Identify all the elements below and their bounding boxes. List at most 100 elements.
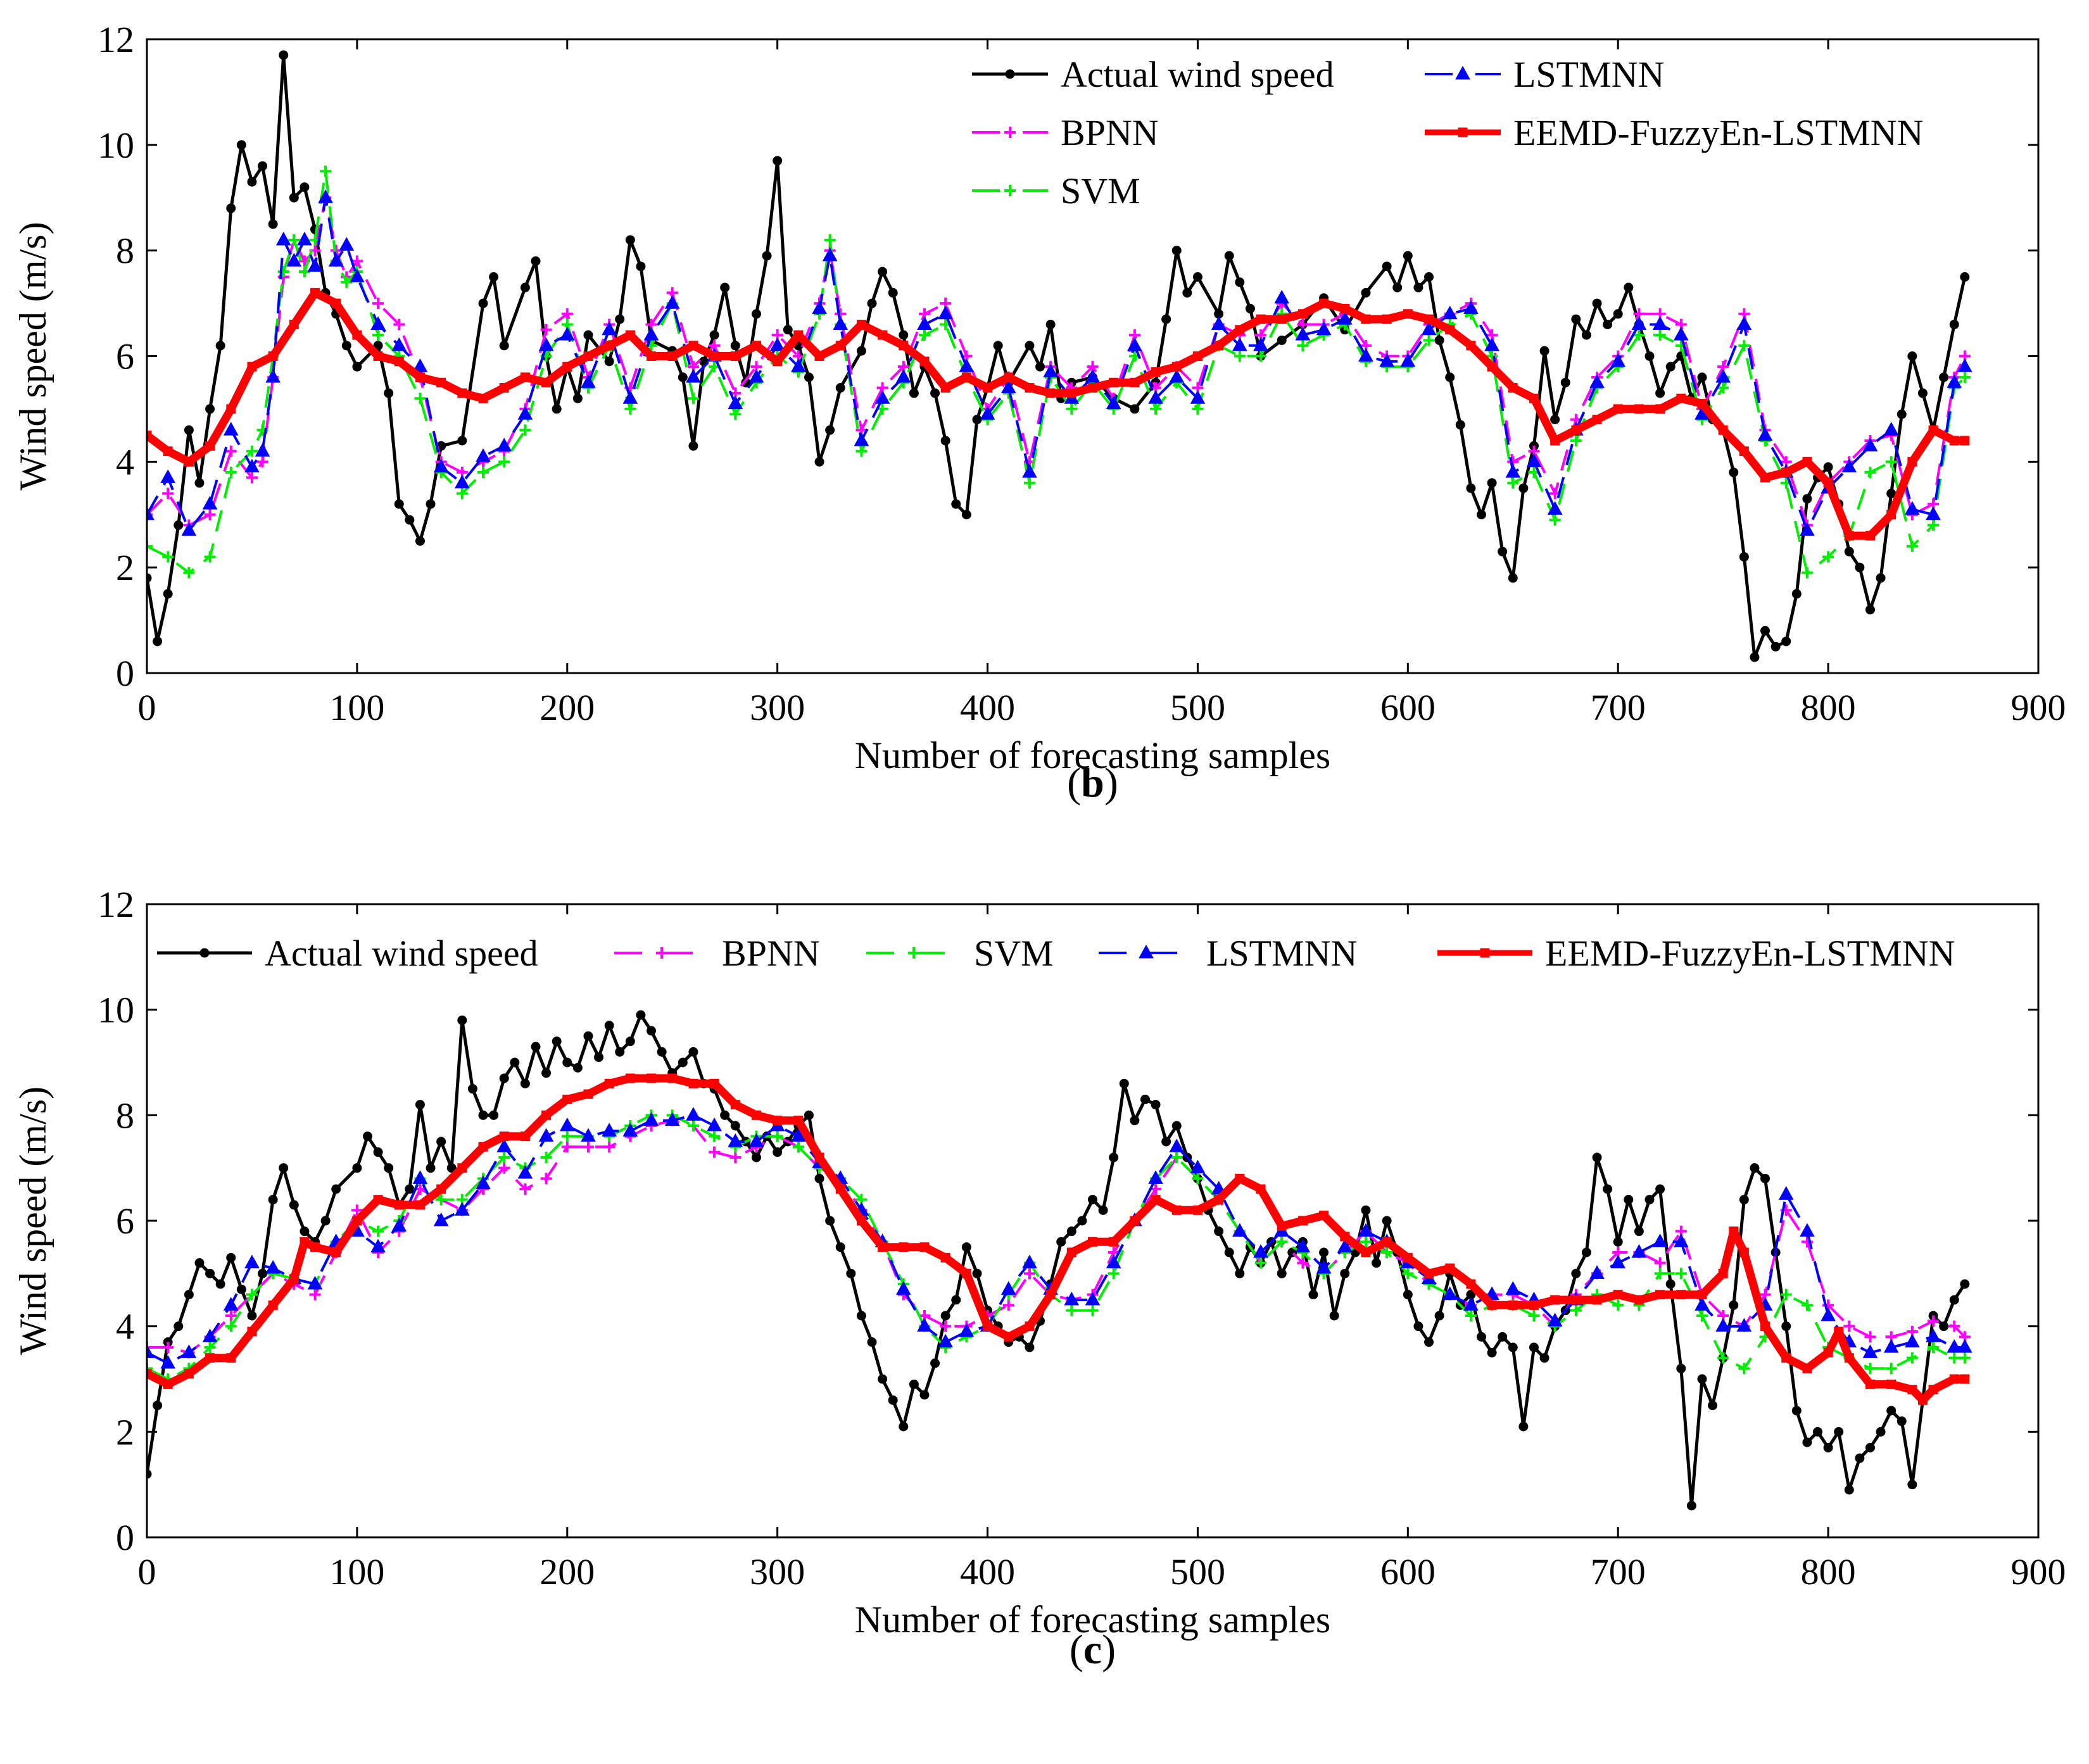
point-eemd <box>1907 1385 1917 1395</box>
point-bpnn <box>582 1141 594 1153</box>
point-eemd <box>1466 1279 1476 1289</box>
point-lstmnn <box>1484 337 1499 351</box>
series-eemd <box>147 287 1970 541</box>
point-actual <box>1739 551 1749 562</box>
point-eemd <box>1697 399 1707 409</box>
point-eemd <box>919 1242 930 1252</box>
point-actual <box>1624 1195 1634 1205</box>
point-actual <box>1066 1226 1076 1237</box>
point-actual <box>1161 1137 1171 1147</box>
point-eemd <box>1277 1221 1287 1231</box>
x-tick-label: 0 <box>138 687 156 728</box>
point-actual <box>762 251 772 261</box>
point-actual <box>951 1295 961 1305</box>
point-bpnn <box>393 318 405 331</box>
point-svm <box>709 1130 721 1142</box>
point-actual <box>1539 346 1549 356</box>
point-actual <box>1876 1427 1886 1437</box>
point-lstmnn <box>1505 463 1521 478</box>
point-eemd <box>541 377 552 387</box>
legend-entry-svm: SVM <box>972 170 1140 211</box>
point-actual <box>961 1242 971 1252</box>
series-actual <box>147 1010 1970 1511</box>
point-bpnn <box>940 1320 952 1332</box>
point-eemd <box>1907 457 1917 467</box>
point-eemd <box>1655 1290 1665 1300</box>
point-svm <box>320 165 332 177</box>
point-eemd <box>919 356 930 367</box>
point-svm <box>1465 1310 1477 1321</box>
point-actual <box>341 341 351 351</box>
point-bpnn <box>540 324 552 336</box>
point-lstmnn <box>707 1117 722 1131</box>
legend-entry-eemd: EEMD-FuzzyEn-LSTMNN <box>1425 112 1924 153</box>
point-eemd <box>1865 1379 1875 1389</box>
point-eemd <box>1949 1374 1959 1384</box>
point-svm <box>1675 1268 1687 1280</box>
point-actual <box>1151 1100 1161 1110</box>
point-actual <box>1760 626 1770 636</box>
point-actual <box>825 1216 835 1226</box>
point-svm <box>918 329 930 341</box>
point-lstmnn <box>602 321 617 336</box>
x-tick-label: 900 <box>2011 687 2066 728</box>
point-eemd <box>835 1184 845 1194</box>
point-lstmnn <box>1169 1138 1185 1152</box>
point-lstmnn <box>1000 1281 1016 1295</box>
point-actual <box>940 1311 950 1321</box>
point-svm <box>1066 1304 1078 1316</box>
point-actual <box>247 177 257 187</box>
point-actual <box>993 341 1003 351</box>
point-svm <box>1570 1304 1582 1316</box>
x-tick-label: 200 <box>540 1551 595 1592</box>
point-actual <box>1130 404 1140 414</box>
y-tick-label: 0 <box>116 653 134 694</box>
x-tick-label: 200 <box>540 687 595 728</box>
point-bpnn <box>309 1288 321 1301</box>
point-bpnn <box>1023 1268 1035 1280</box>
point-actual <box>825 425 835 435</box>
point-actual <box>499 341 509 351</box>
point-eemd <box>1960 436 1970 446</box>
point-lstmnn <box>1148 1170 1163 1184</box>
point-actual <box>1960 1279 1970 1289</box>
x-tick-label: 400 <box>960 1551 1015 1592</box>
point-svm <box>1486 350 1498 362</box>
point-eemd <box>1297 309 1308 319</box>
point-eemd <box>604 1078 614 1088</box>
point-actual <box>300 182 310 192</box>
legend-marker-eemd <box>1480 948 1490 958</box>
point-svm <box>1780 1288 1792 1301</box>
point-lstmnn <box>1883 422 1899 436</box>
point-actual <box>1235 1268 1245 1278</box>
point-actual <box>1686 1501 1696 1511</box>
point-eemd <box>1718 425 1728 435</box>
point-eemd <box>1960 1374 1970 1384</box>
point-actual <box>153 1401 163 1411</box>
point-actual <box>1518 483 1529 493</box>
x-tick-label: 700 <box>1591 687 1646 728</box>
point-eemd <box>878 330 888 340</box>
point-lstmnn <box>686 369 701 383</box>
point-actual <box>289 192 299 203</box>
legend: Actual wind speed BPNN SVM LSTMNN EEMD-Fuzzy… <box>157 933 1955 974</box>
point-eemd <box>709 1078 719 1088</box>
point-eemd <box>373 351 383 361</box>
point-actual <box>751 1152 761 1162</box>
point-svm <box>1959 371 1971 383</box>
point-actual <box>909 388 919 398</box>
point-eemd <box>730 351 740 361</box>
point-svm <box>1801 1299 1813 1311</box>
point-lstmnn <box>1631 1244 1647 1258</box>
point-lstmnn <box>370 316 386 330</box>
point-actual <box>1277 1268 1287 1278</box>
point-bpnn <box>147 1342 153 1353</box>
point-lstmnn <box>1400 353 1416 367</box>
point-lstmnn <box>1841 458 1857 473</box>
point-actual <box>1056 1237 1066 1247</box>
point-lstmnn <box>433 458 449 473</box>
point-actual <box>572 1062 583 1073</box>
point-svm <box>729 408 742 420</box>
point-bpnn <box>561 1141 573 1153</box>
panel-label: (b) <box>1067 760 1118 806</box>
